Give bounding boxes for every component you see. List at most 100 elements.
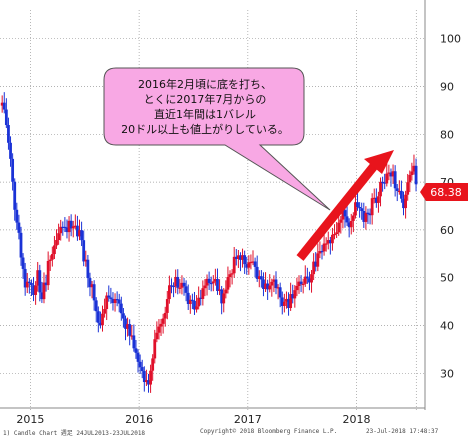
candle-body xyxy=(255,266,259,279)
candle-body xyxy=(372,197,376,199)
candle-body xyxy=(234,256,238,259)
candle-body xyxy=(368,213,372,216)
candle-body xyxy=(308,278,311,283)
candle-body xyxy=(46,260,50,286)
candle-body xyxy=(383,182,387,184)
candle-body xyxy=(42,282,46,300)
candle-body xyxy=(222,293,226,304)
footer-copyright: Copyright© 2018 Bloomberg Finance L.P. xyxy=(200,428,338,435)
candle-body xyxy=(328,240,332,244)
candle-body xyxy=(259,276,263,280)
candle-body xyxy=(193,300,196,310)
candle-body xyxy=(76,225,79,237)
annotation-line: 20ドル以上も値上がりしている。 xyxy=(121,123,289,136)
candle-body xyxy=(151,358,155,371)
candle-body xyxy=(138,361,142,368)
candle-body xyxy=(322,243,326,252)
candle-body xyxy=(73,225,77,227)
candle-body xyxy=(99,322,102,326)
candle-body xyxy=(257,276,261,279)
candle-body xyxy=(377,196,380,203)
candle-body xyxy=(391,171,395,177)
y-tick-label: 40 xyxy=(440,320,454,333)
candle-body xyxy=(301,283,305,286)
y-tick-label: 90 xyxy=(440,80,454,93)
candle-body xyxy=(220,289,224,304)
annotation-line: 直近1年間は1バレル xyxy=(154,108,256,121)
candle-body xyxy=(165,299,169,313)
candle-body xyxy=(174,276,178,287)
candle-body xyxy=(362,211,366,222)
candle-body xyxy=(126,324,129,329)
candle-body xyxy=(27,281,31,283)
candle-body xyxy=(395,188,399,191)
candle-body xyxy=(167,285,171,300)
candle-body xyxy=(159,323,163,327)
candle-body xyxy=(314,261,318,267)
candle-body xyxy=(343,210,347,217)
candle-body xyxy=(243,255,247,265)
y-tick-label: 50 xyxy=(440,272,454,285)
trend-arrow xyxy=(296,150,394,261)
candle-body xyxy=(278,287,282,298)
candle-body xyxy=(190,299,194,302)
last-price-label: 68.38 xyxy=(430,186,462,199)
candle-body xyxy=(274,279,278,289)
candle-body xyxy=(142,371,146,383)
candle-body xyxy=(316,253,320,267)
y-tick-label: 100 xyxy=(440,33,461,46)
candle-body xyxy=(408,175,412,183)
candle-body xyxy=(351,215,355,221)
candle-body xyxy=(312,261,316,275)
candle-body xyxy=(207,278,211,283)
candle-body xyxy=(414,165,418,185)
candle-body xyxy=(88,278,92,288)
candle-body xyxy=(381,181,385,184)
candle-body xyxy=(15,209,19,223)
candle-body xyxy=(86,259,90,279)
candle-body xyxy=(203,285,207,289)
candle-body xyxy=(236,255,240,259)
candle-body xyxy=(109,297,113,299)
candle-body xyxy=(230,273,234,275)
candle-body xyxy=(410,171,414,176)
candle-body xyxy=(366,212,370,214)
candle-body xyxy=(55,240,58,246)
candle-body xyxy=(293,290,297,299)
candle-body xyxy=(239,255,242,260)
candle-body xyxy=(59,226,63,234)
annotation-text: 2016年2月頃に底を打ち、 とくに2017年7月からの 直近1年間は1バレル … xyxy=(105,77,305,137)
candle-body xyxy=(153,339,157,359)
candle-body xyxy=(186,292,190,305)
x-axis-ticks: 2015 2016 2017 2018 xyxy=(16,413,370,426)
candle-body xyxy=(397,190,401,193)
candle-body xyxy=(385,173,389,184)
candle-body xyxy=(32,285,35,295)
candle-body xyxy=(2,102,6,110)
annotation-bubble xyxy=(103,67,331,211)
candle-body xyxy=(182,282,186,287)
candle-body xyxy=(124,318,127,329)
candle-body xyxy=(360,208,364,212)
candle-body xyxy=(21,257,25,269)
candle-body xyxy=(305,276,309,279)
footer-timestamp: 23-Jul-2018 17:48:37 xyxy=(366,428,439,435)
candle-body xyxy=(134,348,138,353)
candle-body xyxy=(176,276,180,288)
candle-body xyxy=(209,282,213,285)
candle-body xyxy=(128,324,132,336)
candle-body xyxy=(402,198,405,209)
candle-body xyxy=(389,172,393,177)
candle-body xyxy=(379,181,382,197)
candle-body xyxy=(387,172,391,174)
candle-body xyxy=(117,299,121,304)
x-tick-label: 2015 xyxy=(16,413,44,426)
candle-body xyxy=(69,220,73,229)
candle-body xyxy=(132,335,136,349)
candle-body xyxy=(140,367,144,372)
candle-body xyxy=(184,286,188,293)
candle-body xyxy=(65,227,69,233)
candle-body xyxy=(23,268,27,288)
candle-body xyxy=(4,109,8,126)
candle-body xyxy=(199,297,203,299)
